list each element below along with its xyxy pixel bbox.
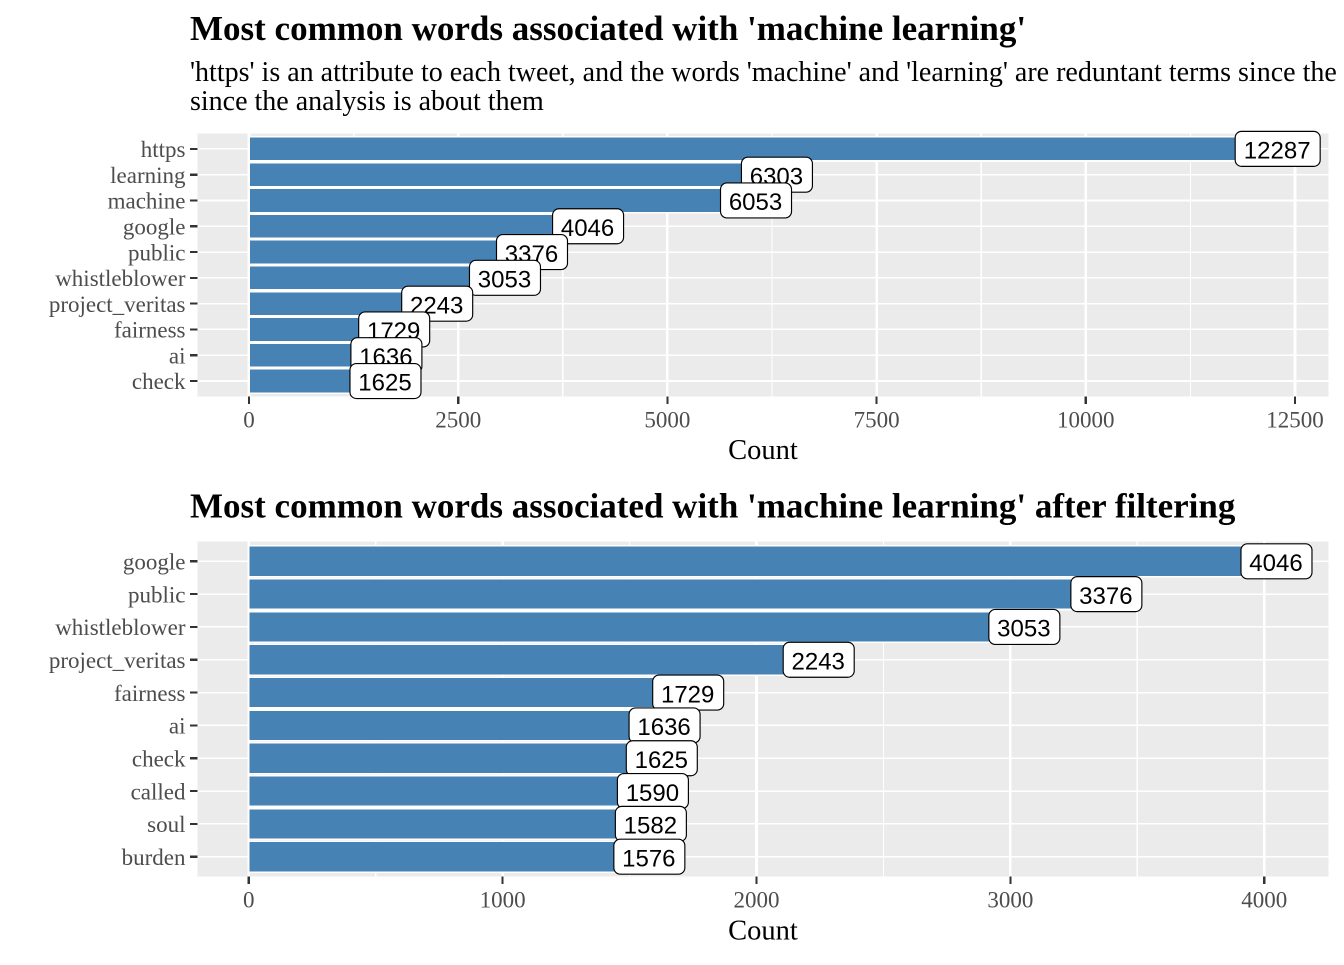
svg-text:1729: 1729 xyxy=(661,681,714,708)
svg-text:4046: 4046 xyxy=(561,215,614,242)
svg-text:'https' is an attribute to eac: 'https' is an attribute to each tweet, a… xyxy=(190,57,1337,88)
svg-text:7500: 7500 xyxy=(854,408,900,433)
svg-text:6053: 6053 xyxy=(729,189,782,216)
svg-text:3053: 3053 xyxy=(478,267,531,294)
svg-text:Most common words associated w: Most common words associated with 'machi… xyxy=(190,487,1236,526)
svg-text:3000: 3000 xyxy=(987,887,1033,912)
svg-text:4046: 4046 xyxy=(1249,550,1302,577)
svg-text:check: check xyxy=(132,746,186,771)
svg-text:Most common words associated w: Most common words associated with 'machi… xyxy=(190,9,1026,48)
svg-text:2500: 2500 xyxy=(435,408,481,433)
svg-text:1636: 1636 xyxy=(637,714,690,741)
svg-text:0: 0 xyxy=(243,408,255,433)
svg-text:machine: machine xyxy=(108,189,186,214)
svg-text:1590: 1590 xyxy=(626,780,679,807)
svg-text:whistleblower: whistleblower xyxy=(55,266,186,291)
svg-text:project_veritas: project_veritas xyxy=(49,648,186,673)
svg-text:2000: 2000 xyxy=(734,887,780,912)
svg-text:0: 0 xyxy=(243,887,255,912)
svg-text:ai: ai xyxy=(169,343,186,368)
svg-text:check: check xyxy=(132,369,186,394)
svg-text:public: public xyxy=(128,582,186,607)
svg-text:public: public xyxy=(128,240,186,265)
svg-text:10000: 10000 xyxy=(1057,408,1115,433)
svg-text:learning: learning xyxy=(110,163,186,188)
svg-text:fairness: fairness xyxy=(114,318,186,343)
svg-text:Count: Count xyxy=(728,916,798,947)
svg-text:12500: 12500 xyxy=(1266,408,1324,433)
svg-text:1625: 1625 xyxy=(635,747,688,774)
svg-text:3376: 3376 xyxy=(1079,583,1132,610)
svg-text:soul: soul xyxy=(147,812,185,837)
svg-text:https: https xyxy=(141,137,186,162)
svg-text:5000: 5000 xyxy=(644,408,690,433)
svg-text:fairness: fairness xyxy=(114,681,186,706)
svg-text:1582: 1582 xyxy=(624,813,677,840)
svg-text:3053: 3053 xyxy=(997,616,1050,643)
svg-text:2243: 2243 xyxy=(792,648,845,675)
svg-text:project_veritas: project_veritas xyxy=(49,292,186,317)
svg-text:ai: ai xyxy=(169,714,186,739)
svg-text:1625: 1625 xyxy=(358,370,411,397)
svg-text:google: google xyxy=(123,214,186,239)
svg-text:burden: burden xyxy=(122,845,186,870)
svg-text:whistleblower: whistleblower xyxy=(55,615,186,640)
svg-text:Count: Count xyxy=(728,435,798,466)
svg-text:1576: 1576 xyxy=(622,845,675,872)
svg-text:called: called xyxy=(131,779,186,804)
svg-text:4000: 4000 xyxy=(1241,887,1287,912)
svg-text:google: google xyxy=(123,549,186,574)
svg-text:since the analysis is about th: since the analysis is about them xyxy=(190,86,544,117)
svg-text:1000: 1000 xyxy=(480,887,526,912)
svg-text:12287: 12287 xyxy=(1244,138,1311,165)
